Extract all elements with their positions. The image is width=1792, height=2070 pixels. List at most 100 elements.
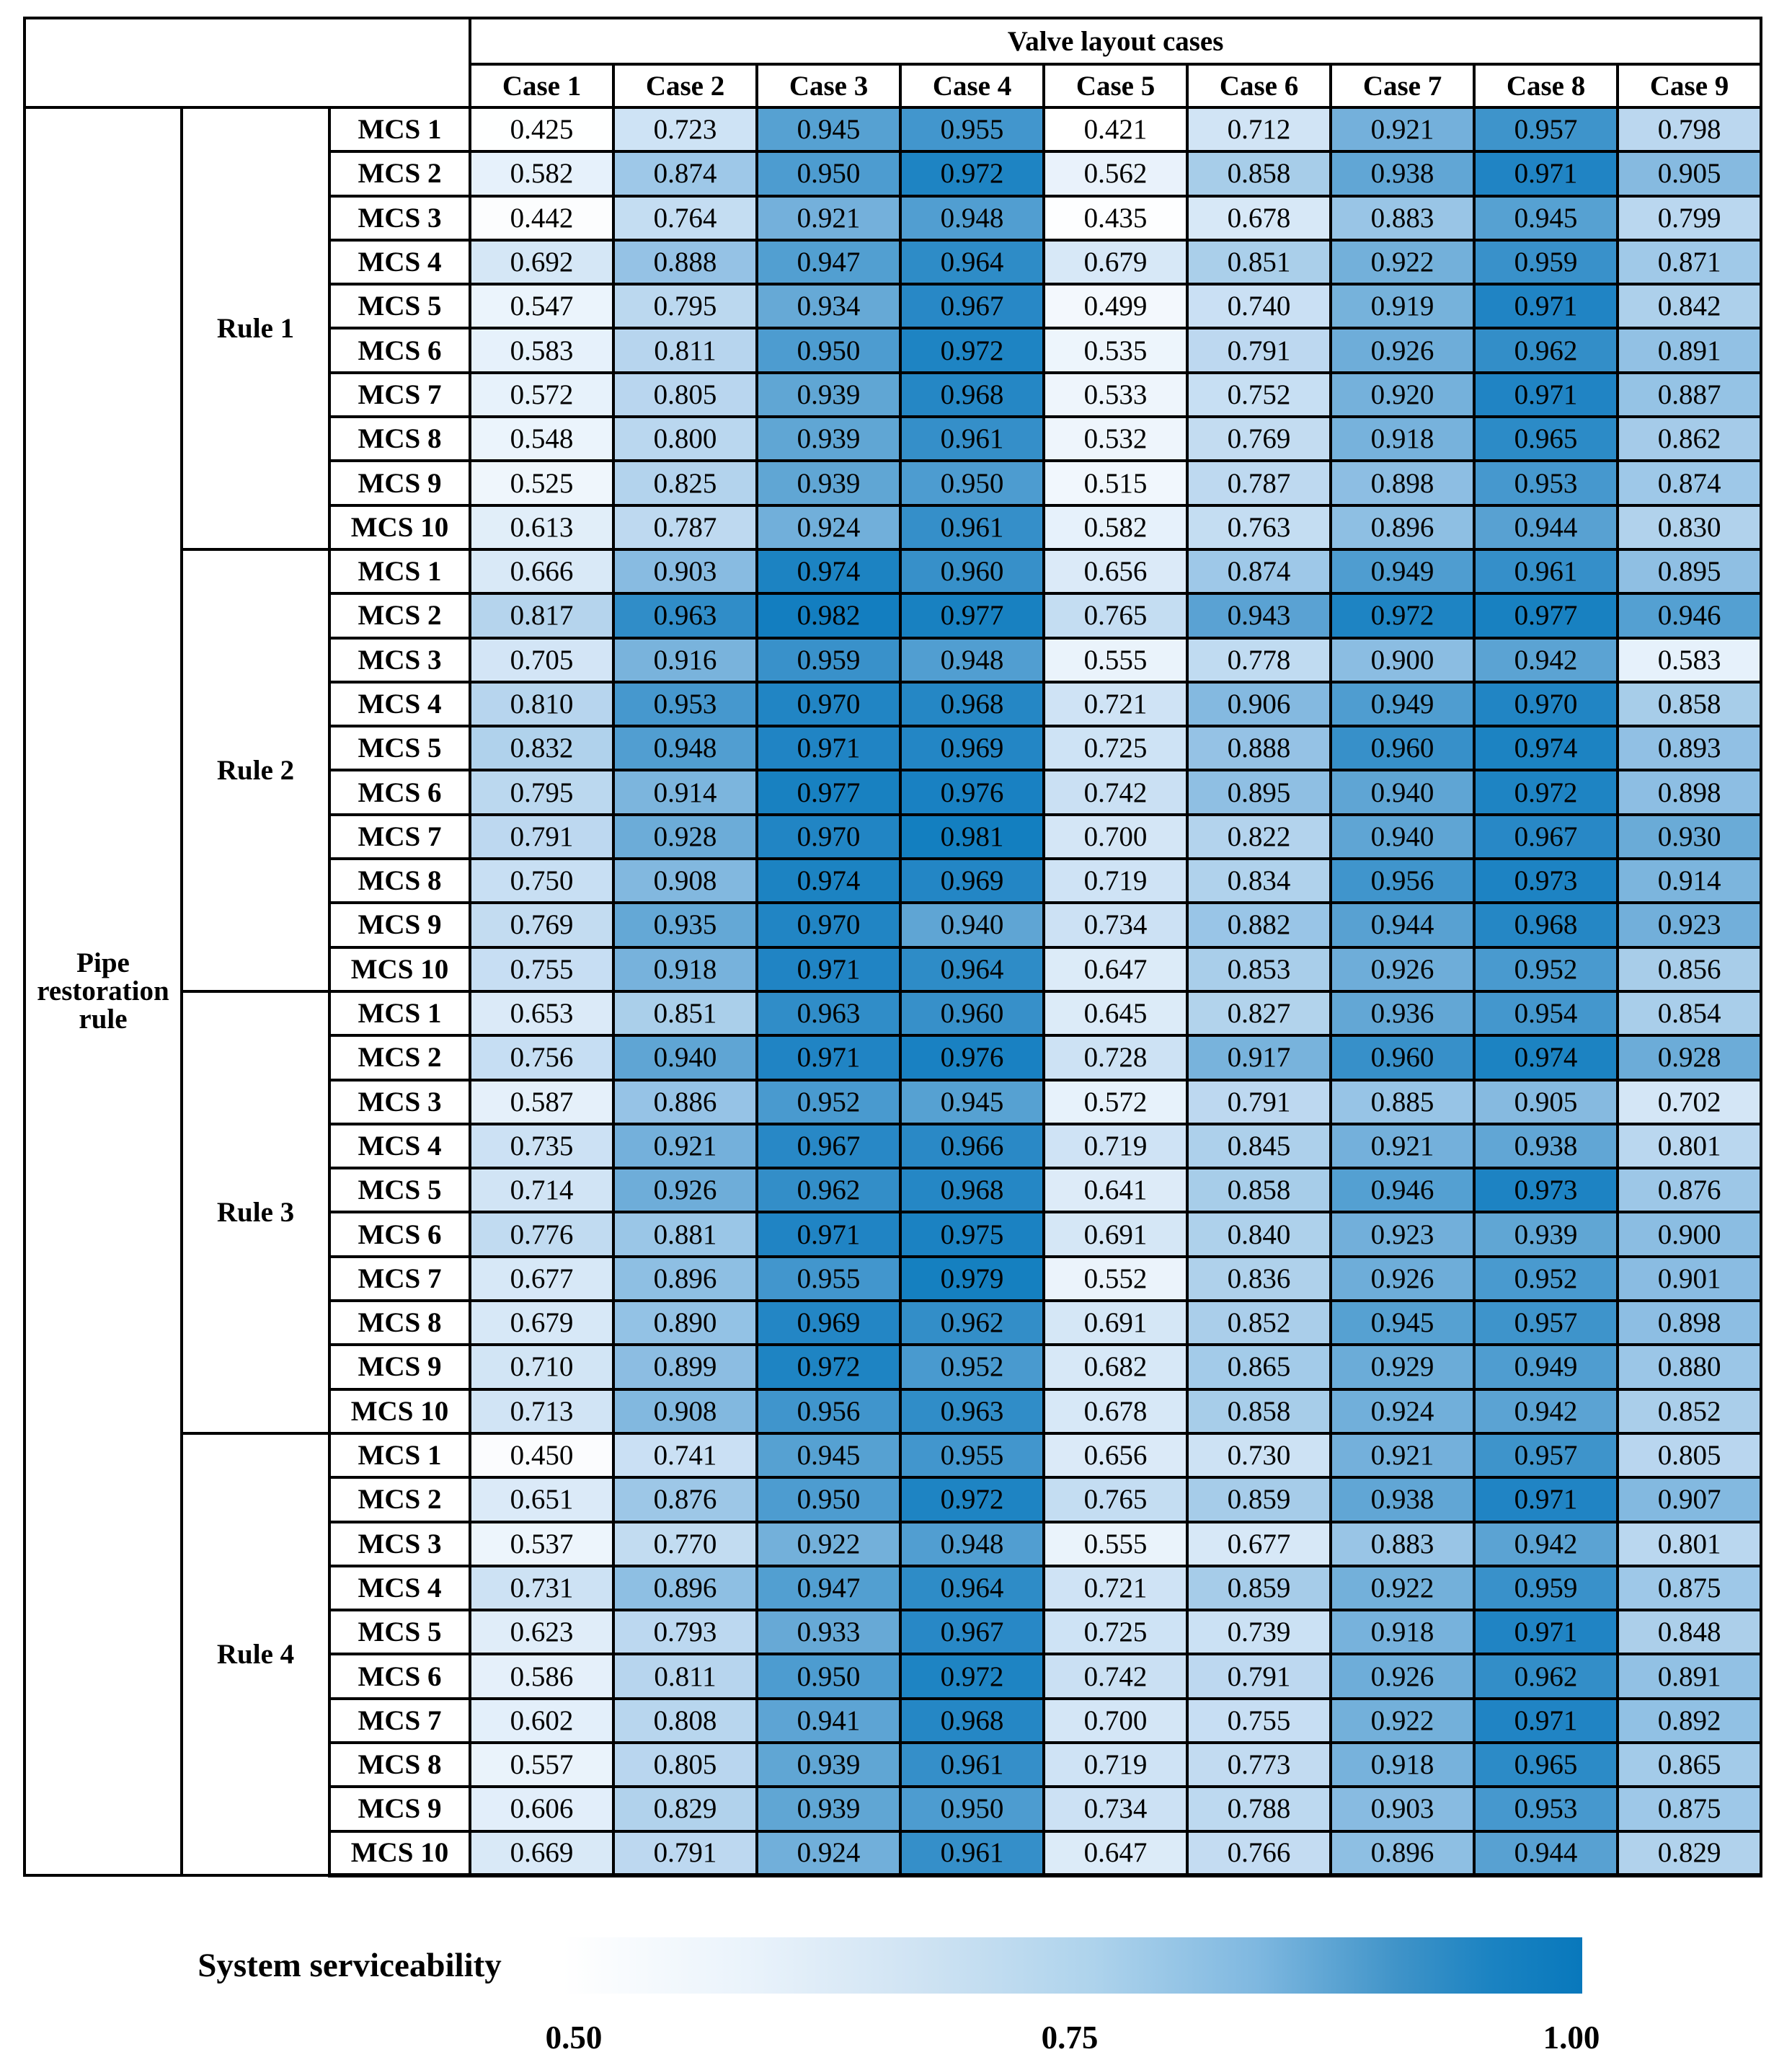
column-header-8: Case 8 [1473, 63, 1620, 109]
value-cell: 0.903 [612, 547, 759, 596]
value-cell: 0.787 [612, 503, 759, 551]
value-cell: 0.939 [755, 371, 902, 419]
value-cell: 0.678 [1042, 1387, 1189, 1435]
value-cell: 0.942 [1473, 636, 1620, 684]
value-cell: 0.946 [1616, 592, 1763, 640]
value-cell: 0.656 [1042, 1431, 1189, 1479]
value-cell: 0.798 [1616, 105, 1763, 154]
column-header-7: Case 7 [1329, 63, 1476, 109]
value-cell: 0.829 [1616, 1829, 1763, 1877]
value-cell: 0.972 [899, 1476, 1046, 1523]
value-cell: 0.939 [755, 415, 902, 463]
value-cell: 0.799 [1616, 194, 1763, 242]
mcs-row-label: MCS 10 [327, 503, 472, 551]
value-cell: 0.971 [755, 945, 902, 993]
value-cell: 0.791 [1186, 1653, 1333, 1700]
value-cell: 0.691 [1042, 1299, 1189, 1347]
value-cell: 0.948 [899, 636, 1046, 684]
value-cell: 0.918 [1329, 415, 1476, 463]
value-cell: 0.876 [612, 1476, 759, 1523]
value-cell: 0.949 [1329, 547, 1476, 596]
value-cell: 0.641 [1042, 1167, 1189, 1214]
mcs-row-label: MCS 9 [327, 459, 472, 507]
value-cell: 0.874 [1616, 459, 1763, 507]
value-cell: 0.582 [1042, 503, 1189, 551]
value-cell: 0.666 [469, 547, 616, 596]
value-cell: 0.651 [469, 1476, 616, 1523]
value-cell: 0.735 [469, 1122, 616, 1170]
value-cell: 0.953 [612, 680, 759, 728]
value-cell: 0.856 [1616, 945, 1763, 993]
value-cell: 0.858 [1616, 680, 1763, 728]
rule-group-label-1: Rule 1 [180, 106, 331, 551]
value-cell: 0.939 [1473, 1211, 1620, 1258]
value-cell: 0.968 [899, 1697, 1046, 1744]
value-cell: 0.970 [1473, 680, 1620, 728]
value-cell: 0.865 [1616, 1741, 1763, 1789]
value-cell: 0.972 [899, 1653, 1046, 1700]
value-cell: 0.795 [612, 283, 759, 330]
value-cell: 0.941 [755, 1697, 902, 1744]
legend-gradient-bar [563, 1937, 1582, 1994]
value-cell: 0.918 [612, 945, 759, 993]
value-cell: 0.880 [1616, 1343, 1763, 1391]
mcs-row-label: MCS 3 [327, 194, 472, 242]
value-cell: 0.917 [1186, 1034, 1333, 1082]
value-cell: 0.811 [612, 1653, 759, 1700]
value-cell: 0.805 [612, 371, 759, 419]
value-cell: 0.811 [612, 327, 759, 374]
value-cell: 0.859 [1186, 1564, 1333, 1612]
value-cell: 0.557 [469, 1741, 616, 1789]
value-cell: 0.944 [1473, 503, 1620, 551]
value-cell: 0.926 [1329, 327, 1476, 374]
value-cell: 0.971 [755, 725, 902, 772]
value-cell: 0.896 [612, 1564, 759, 1612]
value-cell: 0.968 [899, 1167, 1046, 1214]
value-cell: 0.537 [469, 1520, 616, 1567]
value-cell: 0.731 [469, 1564, 616, 1612]
mcs-row-label: MCS 4 [327, 238, 472, 286]
value-cell: 0.901 [1616, 1255, 1763, 1303]
value-cell: 0.677 [469, 1255, 616, 1303]
value-cell: 0.851 [612, 989, 759, 1038]
legend-tick-mid: 0.75 [1041, 2020, 1099, 2056]
value-cell: 0.764 [612, 194, 759, 242]
mcs-row-label: MCS 9 [327, 1785, 472, 1833]
value-cell: 0.719 [1042, 1741, 1189, 1789]
value-cell: 0.963 [755, 989, 902, 1038]
value-cell: 0.975 [899, 1211, 1046, 1258]
column-header-5: Case 5 [1042, 63, 1189, 109]
table-title: Valve layout cases [469, 17, 1763, 66]
value-cell: 0.974 [1473, 725, 1620, 772]
value-cell: 0.952 [1473, 945, 1620, 993]
legend-tick-min: 0.50 [545, 2020, 603, 2056]
value-cell: 0.858 [1186, 1167, 1333, 1214]
mcs-row-label: MCS 8 [327, 1741, 472, 1789]
value-cell: 0.921 [1329, 1431, 1476, 1479]
value-cell: 0.669 [469, 1829, 616, 1877]
value-cell: 0.859 [1186, 1476, 1333, 1523]
value-cell: 0.933 [755, 1609, 902, 1656]
value-cell: 0.940 [899, 901, 1046, 949]
value-cell: 0.719 [1042, 857, 1189, 905]
value-cell: 0.875 [1616, 1564, 1763, 1612]
value-cell: 0.971 [1473, 1476, 1620, 1523]
value-cell: 0.755 [1186, 1697, 1333, 1744]
value-cell: 0.853 [1186, 945, 1333, 993]
value-cell: 0.890 [612, 1299, 759, 1347]
value-cell: 0.425 [469, 105, 616, 154]
value-cell: 0.956 [1329, 857, 1476, 905]
value-cell: 0.893 [1616, 725, 1763, 772]
value-cell: 0.962 [1473, 327, 1620, 374]
value-cell: 0.895 [1186, 769, 1333, 816]
value-cell: 0.900 [1329, 636, 1476, 684]
value-cell: 0.967 [755, 1122, 902, 1170]
value-cell: 0.921 [1329, 1122, 1476, 1170]
value-cell: 0.678 [1186, 194, 1333, 242]
value-cell: 0.805 [612, 1741, 759, 1789]
value-cell: 0.952 [899, 1343, 1046, 1391]
value-cell: 0.973 [1473, 1167, 1620, 1214]
value-cell: 0.963 [612, 592, 759, 640]
value-cell: 0.939 [755, 1785, 902, 1833]
value-cell: 0.829 [612, 1785, 759, 1833]
